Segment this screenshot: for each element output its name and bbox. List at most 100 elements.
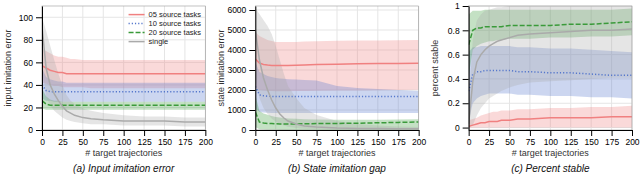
tick-mark (83, 130, 84, 136)
tick-label: 100 (330, 137, 344, 147)
tick-mark (337, 130, 338, 136)
tick: 80 (24, 35, 42, 45)
tick-mark (398, 130, 399, 136)
tick-label: 150 (585, 137, 599, 147)
tick-label: 25 (272, 137, 282, 147)
tick-label: 100 (19, 12, 33, 22)
x-axis-title: # target trajectories (298, 148, 376, 158)
line (42, 85, 205, 92)
tick: 150 (371, 130, 385, 147)
tick-mark (357, 130, 358, 136)
tick: 75 (99, 130, 109, 147)
line (42, 26, 205, 122)
line (255, 30, 418, 129)
plot-area (255, 8, 418, 130)
tick-label: 25 (485, 137, 495, 147)
grid (42, 6, 205, 130)
tick-label: 125 (137, 137, 151, 147)
tick-mark (249, 90, 255, 91)
tick-label: 0.4 (448, 74, 460, 84)
tick-label: 200 (625, 137, 639, 147)
legend-label: 10 source tasks (149, 19, 202, 28)
tick: 150 (585, 130, 599, 147)
band (255, 8, 418, 130)
tick-mark (249, 130, 255, 131)
y-axis: 00.20.40.60.81 (448, 1, 469, 133)
tick: 0 (40, 130, 45, 147)
tick: 100 (544, 130, 558, 147)
tick: 0.6 (448, 50, 469, 60)
x-axis: 0255075100125150175200 (467, 130, 640, 147)
tick-label: 175 (178, 137, 192, 147)
tick-mark (124, 130, 125, 136)
legend-swatch (129, 14, 145, 16)
tick-label: 40 (24, 80, 34, 90)
tick-label: 2000 (227, 85, 246, 95)
tick-label: 0.6 (448, 50, 460, 60)
y-axis: 0100020003000400050006000 (227, 5, 255, 135)
y-axis-title: percent stable (430, 40, 440, 97)
grid-line (469, 103, 632, 104)
tick: 0.4 (448, 74, 469, 84)
tick-mark (36, 62, 42, 63)
tick-mark (463, 79, 469, 80)
tick: 0 (455, 123, 469, 133)
line (469, 117, 632, 127)
tick: 25 (485, 130, 495, 147)
legend-swatch (129, 41, 145, 43)
plot-frame (469, 6, 632, 130)
tick-mark (144, 130, 145, 136)
tick: 150 (158, 130, 172, 147)
tick-label: 3000 (227, 65, 246, 75)
line (42, 66, 205, 74)
title: (c) Percent stable (511, 163, 590, 174)
grid-line (42, 6, 43, 130)
tick: 40 (24, 80, 42, 90)
tick: 4000 (227, 45, 255, 55)
band (469, 6, 632, 128)
tick-label: 125 (351, 137, 365, 147)
tick: 50 (505, 130, 515, 147)
tick: 6000 (227, 5, 255, 15)
panel: 0255075100125150175200020406080100# targ… (3, 6, 213, 174)
legend: 05 source tasks10 source tasks20 source … (129, 10, 202, 46)
tick-label: 200 (412, 137, 426, 147)
tick-label: 125 (564, 137, 578, 147)
tick-mark (165, 130, 166, 136)
tick: 0 (253, 130, 258, 147)
tick-label: 100 (544, 137, 558, 147)
tick-mark (255, 130, 256, 136)
tick-mark (463, 6, 469, 7)
line (255, 86, 418, 96)
axis-line (255, 7, 256, 131)
plot-area (42, 17, 205, 126)
grid-line (255, 6, 256, 130)
tick-mark (36, 130, 42, 131)
tick-mark (36, 85, 42, 86)
tick-label: 175 (605, 137, 619, 147)
tick-label: 0 (455, 123, 460, 133)
tick-mark (530, 130, 531, 136)
tick-label: 0.8 (448, 26, 460, 36)
tick-label: 150 (158, 137, 172, 147)
band (42, 49, 205, 88)
tick-label: 50 (79, 137, 89, 147)
y-axis-title: state imitation error (216, 29, 226, 106)
tick-label: 0 (40, 137, 45, 147)
plot-area (469, 6, 632, 128)
line (255, 59, 418, 66)
tick-mark (36, 17, 42, 18)
tick-label: 0 (242, 125, 247, 135)
legend-swatch (129, 32, 145, 34)
y-axis: 020406080100 (19, 7, 43, 136)
tick-mark (62, 130, 63, 136)
tick: 1000 (227, 105, 255, 115)
tick-label: 200 (199, 137, 213, 147)
line (469, 70, 632, 91)
tick-label: 80 (24, 35, 34, 45)
tick-mark (612, 130, 613, 136)
tick-label: 50 (292, 137, 302, 147)
tick-label: 1000 (227, 105, 246, 115)
tick-label: 175 (392, 137, 406, 147)
tick: 0 (467, 130, 472, 147)
